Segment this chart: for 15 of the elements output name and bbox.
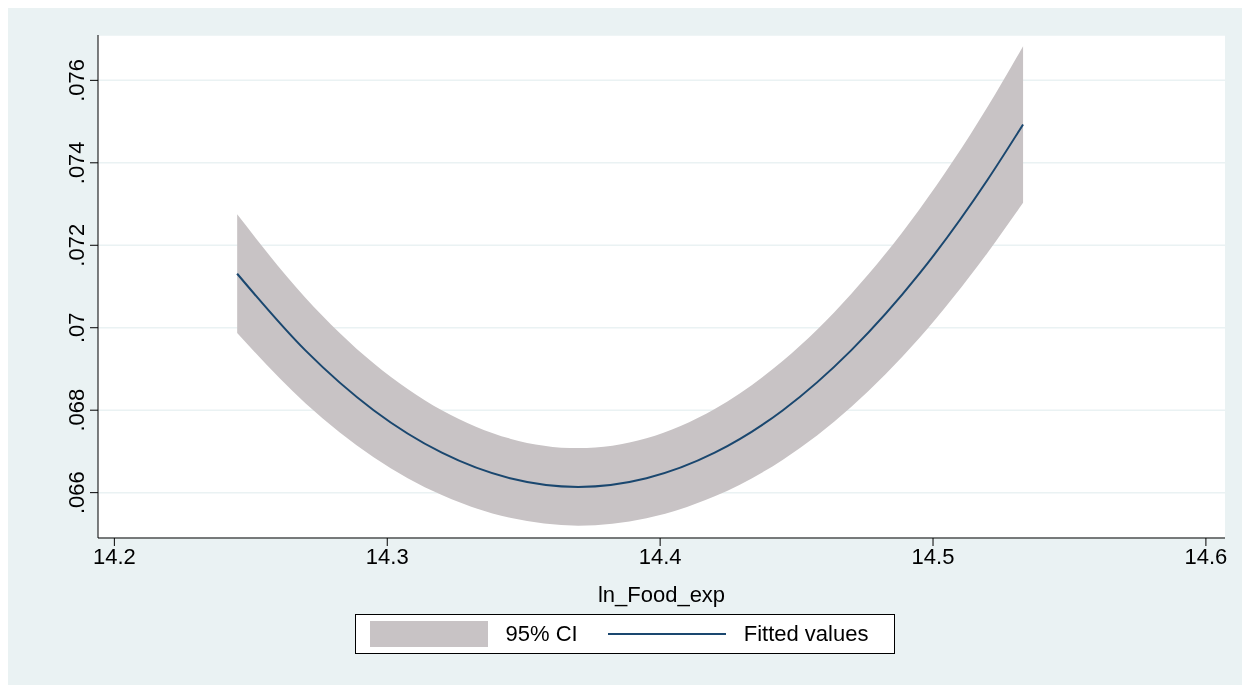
y-tick-label: .074 <box>64 141 89 185</box>
y-tick-label: .07 <box>64 312 89 344</box>
x-tick-label: 14.5 <box>911 543 955 569</box>
x-tick-label: 14.6 <box>1184 543 1228 569</box>
y-tick-label: .066 <box>64 471 89 515</box>
text: Fitted values <box>743 621 869 647</box>
x-tick-label: 14.3 <box>365 543 409 569</box>
y-tick-label: .076 <box>64 58 89 102</box>
x-axis-title: ln_Food_exp <box>597 582 726 607</box>
text: 95% CI <box>505 621 578 647</box>
y-tick-label: .072 <box>64 223 89 267</box>
x-tick-label: 14.4 <box>638 543 682 569</box>
y-tick-label: .068 <box>64 388 89 432</box>
line-series <box>236 123 1025 488</box>
x-tick-label: 14.2 <box>92 543 136 569</box>
